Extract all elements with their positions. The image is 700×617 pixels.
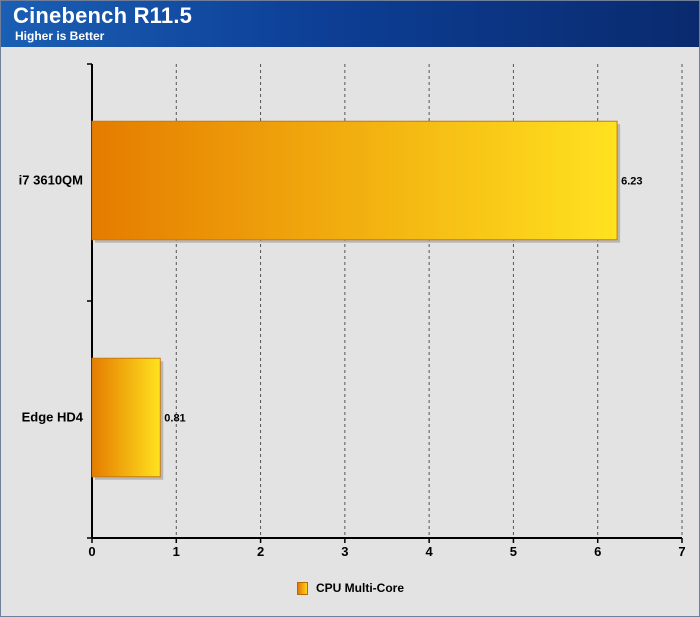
x-tick-label: 7 <box>678 544 685 559</box>
bar-1 <box>91 120 618 241</box>
legend-label: CPU Multi-Core <box>316 581 404 595</box>
bars <box>91 120 621 480</box>
x-tick-label: 4 <box>426 544 434 559</box>
bar-value-label: 0.81 <box>164 413 185 425</box>
chart-title: Cinebench R11.5 <box>13 3 193 28</box>
bar-2 <box>91 357 161 478</box>
x-tick-label: 1 <box>173 544 180 559</box>
bar-value-label: 6.23 <box>621 176 642 188</box>
x-tick-label: 2 <box>257 544 264 559</box>
legend-swatch <box>297 581 308 595</box>
x-tick-label: 3 <box>341 544 348 559</box>
category-label: i7 3610QM <box>19 173 83 188</box>
legend: CPU Multi-Core <box>297 581 404 595</box>
chart-subtitle: Higher is Better <box>15 29 105 43</box>
x-tick-label: 0 <box>88 544 95 559</box>
chart-header: Cinebench R11.5 Higher is Better <box>1 1 699 47</box>
labels: 6.23 i7 3610QM 0.81 Edge HD4 <box>19 173 643 425</box>
category-label: Edge HD4 <box>22 410 84 425</box>
x-tick-label: 6 <box>594 544 601 559</box>
x-tick-label: 5 <box>510 544 517 559</box>
